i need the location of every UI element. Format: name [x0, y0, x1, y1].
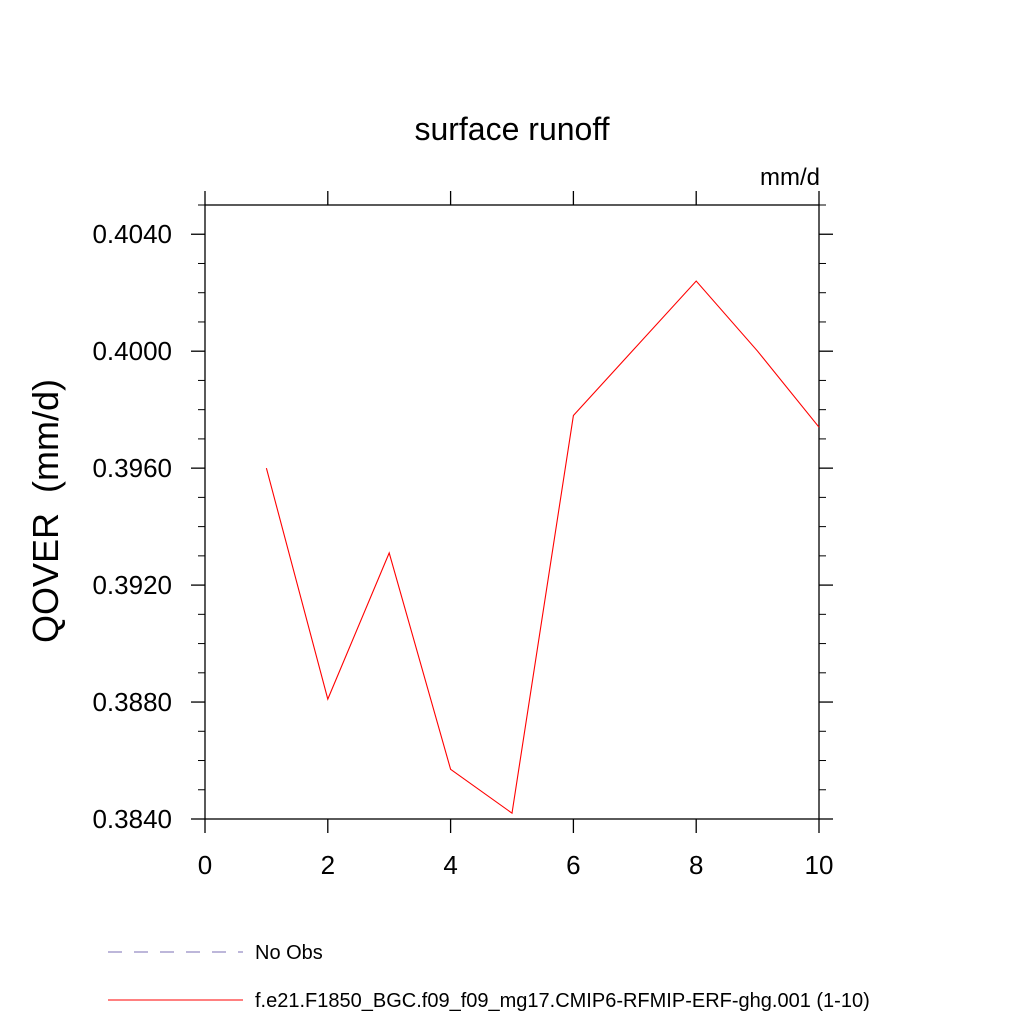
y-tick-labels: 0.3840 0.3880 0.3920 0.3960 0.4000 0.4040 — [92, 219, 172, 834]
x-tick-label: 2 — [321, 850, 335, 880]
y-axis-label: QOVER (mm/d) — [25, 379, 66, 643]
series-line — [265, 280, 820, 815]
chart-title: surface runoff — [414, 111, 609, 147]
y-tick-label: 0.4000 — [92, 336, 172, 366]
x-tick-label: 4 — [443, 850, 457, 880]
x-tick-label: 8 — [689, 850, 703, 880]
axis-ticks — [191, 191, 833, 833]
plot-frame — [204, 204, 820, 820]
y-tick-label: 0.4040 — [92, 219, 172, 249]
y-tick-label: 0.3840 — [92, 804, 172, 834]
legend-label-model-run: f.e21.F1850_BGC.f09_f09_mg17.CMIP6-RFMIP… — [255, 990, 870, 1012]
x-tick-label: 10 — [805, 850, 834, 880]
y-tick-label: 0.3960 — [92, 453, 172, 483]
series-lines — [265, 280, 820, 815]
legend: No Obs f.e21.F1850_BGC.f09_f09_mg17.CMIP… — [108, 942, 870, 1012]
legend-label-no-obs: No Obs — [255, 942, 323, 964]
y-tick-label: 0.3880 — [92, 687, 172, 717]
units-label: mm/d — [760, 164, 820, 191]
x-tick-label: 0 — [198, 850, 212, 880]
x-tick-labels: 0 2 4 6 8 10 — [198, 850, 834, 880]
y-tick-label: 0.3920 — [92, 570, 172, 600]
x-tick-label: 6 — [566, 850, 580, 880]
